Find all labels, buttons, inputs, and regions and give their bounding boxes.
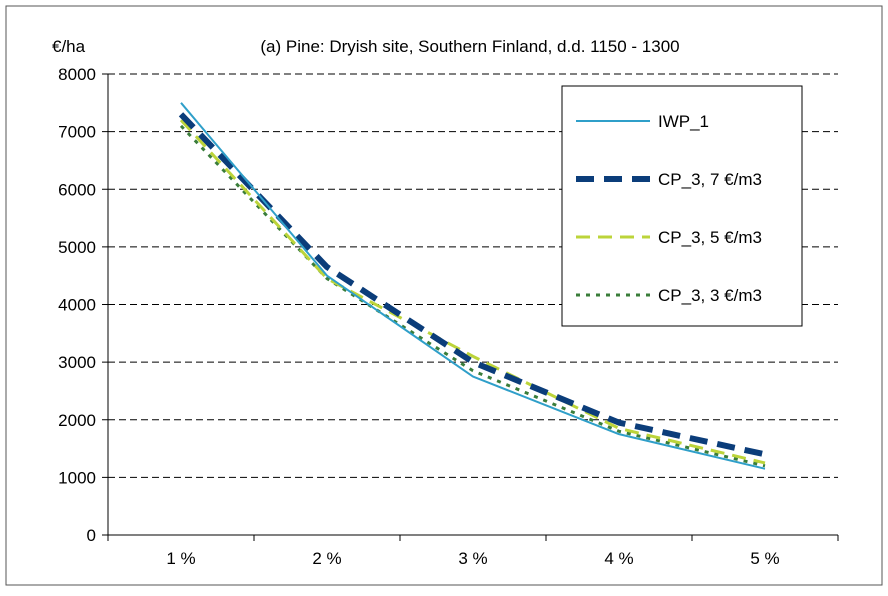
legend: IWP_1 CP_3, 7 €/m3 CP_3, 5 €/m3 CP_3, 3 €/m… [561,85,803,327]
series-lines [178,102,766,470]
y-axis-label: €/ha [52,37,86,56]
series-line [178,112,766,458]
x-tick-label: 5 % [750,549,779,568]
x-tick-label: 2 % [312,549,341,568]
y-tick-label: 6000 [58,180,96,199]
y-tick-labels: 0 1000 2000 3000 4000 5000 6000 7000 8000 [58,65,96,545]
y-tick-label: 2000 [58,411,96,430]
series-line [179,119,766,465]
y-tick-label: 5000 [58,238,96,257]
y-tick-label: 8000 [58,65,96,84]
y-tick-label: 4000 [58,296,96,315]
chart-title: (a) Pine: Dryish site, Southern Finland,… [260,37,679,56]
x-tick-label: 3 % [458,549,487,568]
series-line [180,102,766,470]
legend-label: IWP_1 [658,112,709,131]
x-tick-label: 1 % [166,549,195,568]
legend-label: CP_3, 3 €/m3 [658,286,762,305]
x-tick-labels: 1 % 2 % 3 % 4 % 5 % [166,549,779,568]
legend-box [561,85,803,327]
y-tick-label: 7000 [58,123,96,142]
legend-label: CP_3, 7 €/m3 [658,170,762,189]
x-tick-label: 4 % [604,549,633,568]
y-tick-label: 0 [87,526,96,545]
y-tick-label: 1000 [58,468,96,487]
y-tick-label: 3000 [58,353,96,372]
axes [102,73,839,541]
legend-label: CP_3, 5 €/m3 [658,228,762,247]
